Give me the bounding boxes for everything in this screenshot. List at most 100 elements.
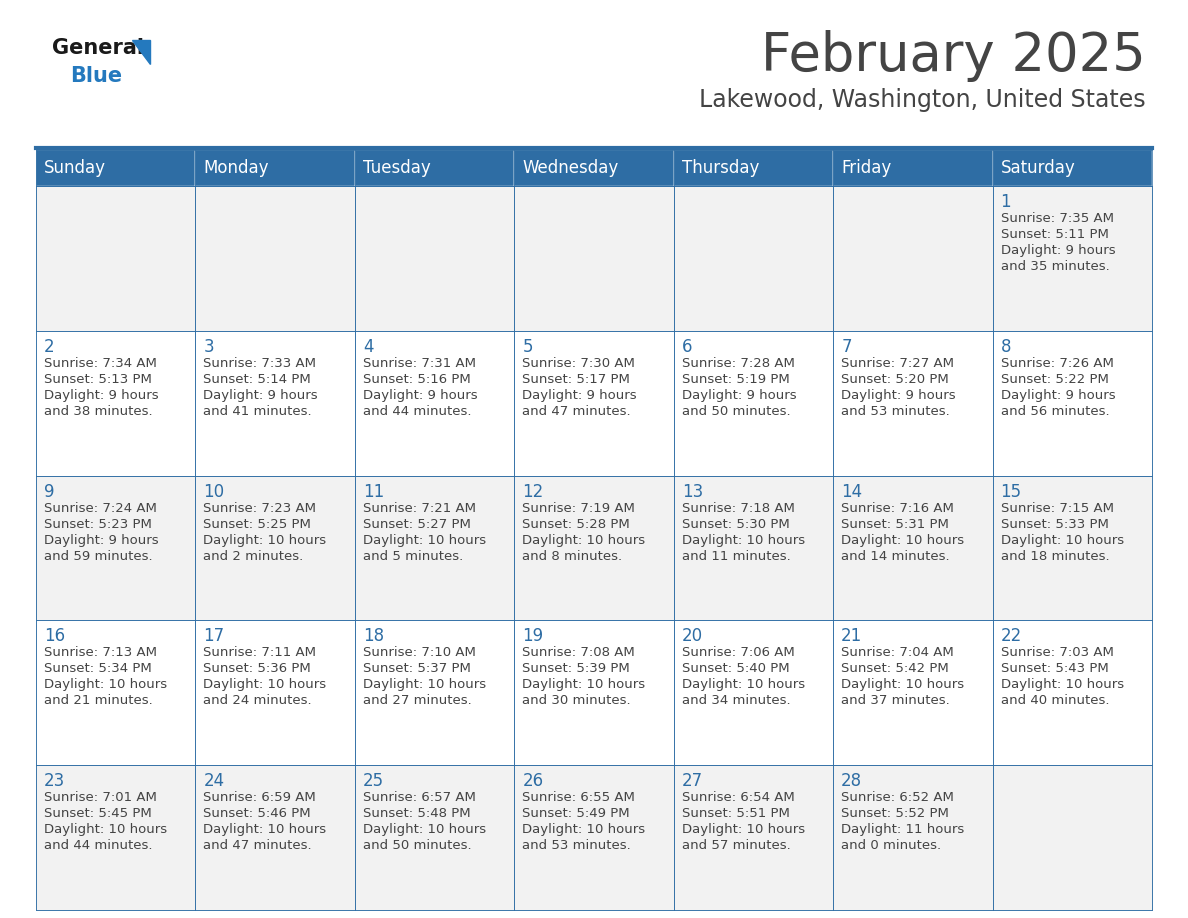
Text: Wednesday: Wednesday <box>523 159 619 177</box>
Bar <box>674 766 833 910</box>
Text: Daylight: 10 hours: Daylight: 10 hours <box>682 678 804 691</box>
Bar <box>355 330 514 476</box>
Bar <box>514 766 674 910</box>
Text: Daylight: 10 hours: Daylight: 10 hours <box>523 823 645 836</box>
Text: Daylight: 10 hours: Daylight: 10 hours <box>362 533 486 546</box>
Bar <box>514 476 674 621</box>
Text: Sunset: 5:30 PM: Sunset: 5:30 PM <box>682 518 790 531</box>
Text: and 30 minutes.: and 30 minutes. <box>523 694 631 708</box>
Bar <box>36 150 196 186</box>
Text: Sunset: 5:49 PM: Sunset: 5:49 PM <box>523 807 630 820</box>
Text: 3: 3 <box>203 338 214 356</box>
Text: Sunrise: 7:26 AM: Sunrise: 7:26 AM <box>1000 357 1113 370</box>
Bar <box>674 621 833 766</box>
Text: Sunset: 5:39 PM: Sunset: 5:39 PM <box>523 663 630 676</box>
Text: and 24 minutes.: and 24 minutes. <box>203 694 312 708</box>
Text: and 27 minutes.: and 27 minutes. <box>362 694 472 708</box>
Text: Daylight: 10 hours: Daylight: 10 hours <box>1000 533 1124 546</box>
Text: 26: 26 <box>523 772 543 790</box>
Bar <box>514 150 674 186</box>
Bar <box>674 476 833 621</box>
Text: Sunrise: 7:23 AM: Sunrise: 7:23 AM <box>203 501 316 515</box>
Text: and 37 minutes.: and 37 minutes. <box>841 694 950 708</box>
Text: Daylight: 9 hours: Daylight: 9 hours <box>44 533 159 546</box>
Text: and 34 minutes.: and 34 minutes. <box>682 694 790 708</box>
Text: 5: 5 <box>523 338 532 356</box>
Bar <box>514 330 674 476</box>
Text: Sunrise: 7:13 AM: Sunrise: 7:13 AM <box>44 646 157 659</box>
Text: Sunrise: 6:57 AM: Sunrise: 6:57 AM <box>362 791 475 804</box>
Text: Daylight: 10 hours: Daylight: 10 hours <box>362 823 486 836</box>
Bar <box>992 186 1152 330</box>
Text: Daylight: 10 hours: Daylight: 10 hours <box>44 678 168 691</box>
Text: Sunset: 5:33 PM: Sunset: 5:33 PM <box>1000 518 1108 531</box>
Text: Sunset: 5:16 PM: Sunset: 5:16 PM <box>362 373 470 386</box>
Bar <box>36 476 196 621</box>
Text: Sunrise: 7:18 AM: Sunrise: 7:18 AM <box>682 501 795 515</box>
Text: Sunset: 5:20 PM: Sunset: 5:20 PM <box>841 373 949 386</box>
Bar <box>992 476 1152 621</box>
Text: 4: 4 <box>362 338 373 356</box>
Bar <box>674 150 833 186</box>
Text: Sunrise: 7:19 AM: Sunrise: 7:19 AM <box>523 501 636 515</box>
Bar <box>355 621 514 766</box>
Text: Daylight: 9 hours: Daylight: 9 hours <box>841 389 956 402</box>
Text: 25: 25 <box>362 772 384 790</box>
Text: Sunset: 5:11 PM: Sunset: 5:11 PM <box>1000 228 1108 241</box>
Bar <box>992 150 1152 186</box>
Text: and 38 minutes.: and 38 minutes. <box>44 405 152 418</box>
Text: Daylight: 9 hours: Daylight: 9 hours <box>203 389 318 402</box>
Text: Sunrise: 7:27 AM: Sunrise: 7:27 AM <box>841 357 954 370</box>
Text: Sunrise: 7:10 AM: Sunrise: 7:10 AM <box>362 646 475 659</box>
Text: 6: 6 <box>682 338 693 356</box>
Text: Friday: Friday <box>841 159 891 177</box>
Text: Daylight: 9 hours: Daylight: 9 hours <box>682 389 796 402</box>
Text: 19: 19 <box>523 627 543 645</box>
Text: Daylight: 10 hours: Daylight: 10 hours <box>203 678 327 691</box>
Bar <box>36 330 196 476</box>
Text: Sunset: 5:28 PM: Sunset: 5:28 PM <box>523 518 630 531</box>
Text: 2: 2 <box>44 338 55 356</box>
Text: and 2 minutes.: and 2 minutes. <box>203 550 304 563</box>
Text: Daylight: 10 hours: Daylight: 10 hours <box>1000 678 1124 691</box>
Text: Daylight: 10 hours: Daylight: 10 hours <box>203 533 327 546</box>
Text: Sunrise: 7:06 AM: Sunrise: 7:06 AM <box>682 646 795 659</box>
Text: Sunset: 5:43 PM: Sunset: 5:43 PM <box>1000 663 1108 676</box>
Text: and 5 minutes.: and 5 minutes. <box>362 550 463 563</box>
Text: Sunrise: 7:34 AM: Sunrise: 7:34 AM <box>44 357 157 370</box>
Text: and 50 minutes.: and 50 minutes. <box>682 405 790 418</box>
Text: 16: 16 <box>44 627 65 645</box>
Text: Sunrise: 7:28 AM: Sunrise: 7:28 AM <box>682 357 795 370</box>
Text: 11: 11 <box>362 483 384 500</box>
Text: Monday: Monday <box>203 159 268 177</box>
Text: and 53 minutes.: and 53 minutes. <box>523 839 631 852</box>
Text: and 35 minutes.: and 35 minutes. <box>1000 260 1110 273</box>
Text: Daylight: 10 hours: Daylight: 10 hours <box>523 678 645 691</box>
Text: Sunset: 5:34 PM: Sunset: 5:34 PM <box>44 663 152 676</box>
Text: and 0 minutes.: and 0 minutes. <box>841 839 941 852</box>
Text: Daylight: 10 hours: Daylight: 10 hours <box>841 678 965 691</box>
Text: Sunset: 5:23 PM: Sunset: 5:23 PM <box>44 518 152 531</box>
Bar <box>674 330 833 476</box>
Text: Sunrise: 6:52 AM: Sunrise: 6:52 AM <box>841 791 954 804</box>
Bar <box>514 621 674 766</box>
Text: Daylight: 10 hours: Daylight: 10 hours <box>841 533 965 546</box>
Text: and 40 minutes.: and 40 minutes. <box>1000 694 1110 708</box>
Text: 28: 28 <box>841 772 862 790</box>
Text: February 2025: February 2025 <box>762 30 1146 82</box>
Text: Sunset: 5:14 PM: Sunset: 5:14 PM <box>203 373 311 386</box>
Text: Sunrise: 7:35 AM: Sunrise: 7:35 AM <box>1000 212 1113 225</box>
Text: and 21 minutes.: and 21 minutes. <box>44 694 153 708</box>
Text: Daylight: 9 hours: Daylight: 9 hours <box>1000 389 1116 402</box>
Polygon shape <box>132 40 150 64</box>
Text: Daylight: 10 hours: Daylight: 10 hours <box>682 823 804 836</box>
Bar <box>514 186 674 330</box>
Text: Daylight: 10 hours: Daylight: 10 hours <box>44 823 168 836</box>
Bar <box>355 766 514 910</box>
Text: Sunset: 5:19 PM: Sunset: 5:19 PM <box>682 373 790 386</box>
Text: Lakewood, Washington, United States: Lakewood, Washington, United States <box>700 88 1146 112</box>
Text: Sunrise: 6:54 AM: Sunrise: 6:54 AM <box>682 791 795 804</box>
Text: and 50 minutes.: and 50 minutes. <box>362 839 472 852</box>
Text: Sunrise: 7:03 AM: Sunrise: 7:03 AM <box>1000 646 1113 659</box>
Text: Sunday: Sunday <box>44 159 106 177</box>
